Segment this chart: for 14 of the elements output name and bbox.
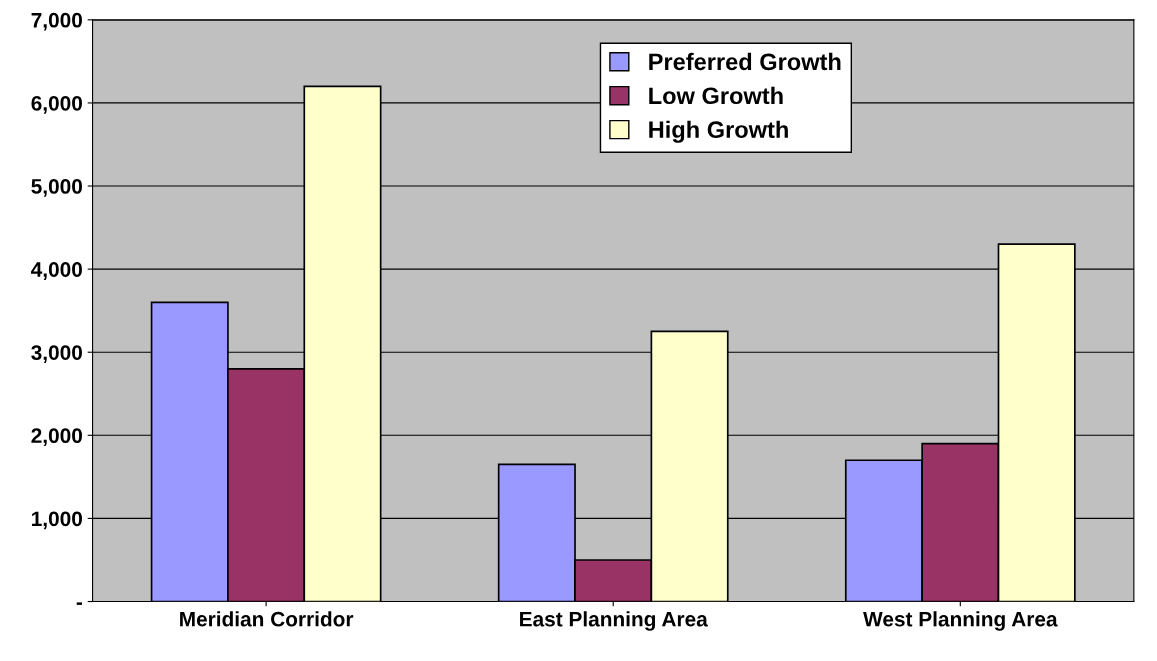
y-tick-label: 1,000 bbox=[32, 511, 82, 530]
legend-label: Low Growth bbox=[649, 86, 783, 105]
y-tick-label: 3,000 bbox=[31, 345, 82, 363]
legend-label: Preferred Growth bbox=[649, 52, 841, 71]
y-tick-label: 6,000 bbox=[31, 95, 82, 114]
legend-label: High Growth bbox=[649, 120, 788, 143]
y-tick-label: 4,000 bbox=[31, 262, 82, 280]
y-tick-label: - bbox=[76, 602, 82, 605]
x-tick-label: East Planning Area bbox=[520, 611, 708, 631]
x-tick-label: Meridian Corridor bbox=[180, 611, 354, 627]
y-tick-label: 2,000 bbox=[31, 428, 82, 447]
x-tick-label: West Planning Area bbox=[863, 611, 1058, 631]
y-tick-label: 5,000 bbox=[31, 179, 82, 197]
y-tick-label: 7,000 bbox=[31, 12, 82, 31]
